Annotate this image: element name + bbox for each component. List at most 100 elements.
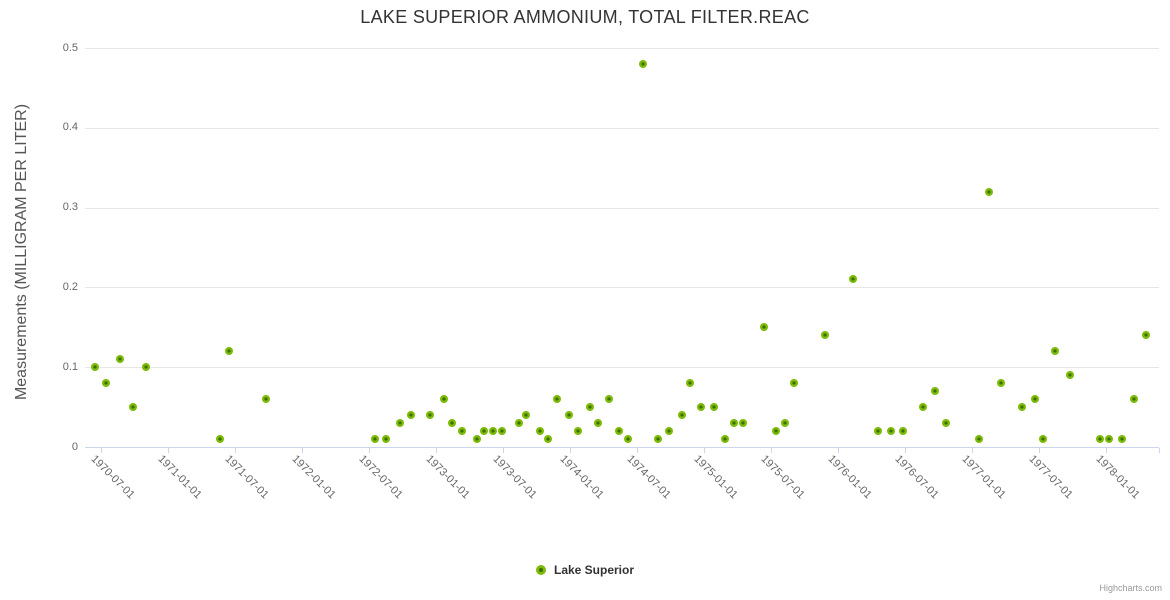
data-point[interactable] — [585, 403, 594, 412]
x-tick — [369, 448, 370, 453]
data-point[interactable] — [261, 395, 270, 404]
data-point[interactable] — [544, 435, 553, 444]
data-point[interactable] — [425, 411, 434, 420]
data-point[interactable] — [653, 435, 662, 444]
data-point[interactable] — [739, 419, 748, 428]
x-tick — [168, 448, 169, 453]
data-point[interactable] — [1031, 395, 1040, 404]
data-point[interactable] — [759, 323, 768, 332]
data-point[interactable] — [614, 427, 623, 436]
x-tick — [637, 448, 638, 453]
data-point[interactable] — [1018, 403, 1027, 412]
x-axis-label: 1978-01-01 — [1093, 453, 1142, 502]
data-point[interactable] — [678, 411, 687, 420]
x-tick — [905, 448, 906, 453]
data-point[interactable] — [535, 427, 544, 436]
data-point[interactable] — [1039, 435, 1048, 444]
data-point[interactable] — [522, 411, 531, 420]
data-point[interactable] — [772, 427, 781, 436]
data-point[interactable] — [1118, 435, 1126, 444]
data-point[interactable] — [686, 379, 695, 388]
x-axis-label: 1971-01-01 — [155, 453, 204, 502]
data-point[interactable] — [996, 379, 1005, 388]
data-point[interactable] — [142, 363, 151, 372]
data-point[interactable] — [498, 427, 507, 436]
y-axis-label: 0.3 — [62, 201, 78, 214]
x-tick — [771, 448, 772, 453]
data-point[interactable] — [899, 427, 908, 436]
data-point[interactable] — [789, 379, 798, 388]
x-axis-label: 1971-07-01 — [222, 453, 271, 502]
data-point[interactable] — [593, 419, 602, 428]
data-point[interactable] — [697, 403, 706, 412]
y-axis-title: Measurements (MILLIGRAM PER LITER) — [13, 103, 30, 401]
data-point[interactable] — [1051, 347, 1060, 356]
data-point[interactable] — [821, 331, 830, 340]
data-point[interactable] — [604, 395, 613, 404]
data-point[interactable] — [721, 435, 730, 444]
x-axis-label: 1975-07-01 — [758, 453, 807, 502]
data-point[interactable] — [931, 387, 940, 396]
data-point[interactable] — [941, 419, 950, 428]
data-point[interactable] — [216, 435, 225, 444]
data-point[interactable] — [624, 435, 633, 444]
data-point[interactable] — [129, 403, 137, 412]
data-point[interactable] — [638, 59, 647, 68]
data-point[interactable] — [709, 403, 718, 412]
data-point[interactable] — [472, 435, 481, 444]
data-point[interactable] — [552, 395, 561, 404]
x-axis-label: 1974-07-01 — [624, 453, 673, 502]
data-point[interactable] — [1096, 435, 1105, 444]
data-point[interactable] — [458, 427, 467, 436]
x-tick — [302, 448, 303, 453]
y-axis-label: 0.5 — [62, 41, 78, 54]
data-point[interactable] — [225, 347, 234, 356]
data-point[interactable] — [919, 403, 928, 412]
x-axis-label: 1977-01-01 — [959, 453, 1008, 502]
data-point[interactable] — [382, 435, 391, 444]
data-point[interactable] — [514, 419, 523, 428]
x-tick — [503, 448, 504, 453]
data-point[interactable] — [848, 275, 857, 284]
chart-title: LAKE SUPERIOR AMMONIUM, TOTAL FILTER.REA… — [360, 7, 810, 27]
y-axis-label: 0.1 — [62, 360, 78, 373]
data-point[interactable] — [975, 435, 984, 444]
y-gridline — [85, 48, 1159, 49]
data-point[interactable] — [1104, 435, 1113, 444]
data-point[interactable] — [873, 427, 882, 436]
data-point[interactable] — [1065, 371, 1074, 380]
data-point[interactable] — [406, 411, 415, 420]
data-point[interactable] — [573, 427, 582, 436]
x-tick — [704, 448, 705, 453]
x-axis-label: 1976-01-01 — [825, 453, 874, 502]
legend-item-lake-superior[interactable]: Lake Superior — [0, 563, 1170, 577]
data-point[interactable] — [395, 419, 404, 428]
x-axis-label: 1972-01-01 — [289, 453, 338, 502]
data-point[interactable] — [91, 363, 100, 372]
data-point[interactable] — [665, 427, 674, 436]
x-tick — [838, 448, 839, 453]
data-point[interactable] — [729, 419, 738, 428]
x-tick — [101, 448, 102, 453]
data-point[interactable] — [115, 355, 124, 364]
data-point[interactable] — [780, 419, 789, 428]
x-tick — [436, 448, 437, 453]
data-point[interactable] — [480, 427, 489, 436]
x-tick — [235, 448, 236, 453]
data-point[interactable] — [564, 411, 573, 420]
data-point[interactable] — [985, 187, 994, 196]
x-axis-label: 1974-01-01 — [557, 453, 606, 502]
data-point[interactable] — [447, 419, 456, 428]
data-point[interactable] — [1141, 331, 1150, 340]
data-point[interactable] — [370, 435, 379, 444]
x-axis-label: 1970-07-01 — [88, 453, 137, 502]
data-point[interactable] — [101, 379, 110, 388]
x-tick — [1039, 448, 1040, 453]
data-point[interactable] — [488, 427, 497, 436]
data-point[interactable] — [439, 395, 448, 404]
highcharts-credits-link[interactable]: Highcharts.com — [1099, 583, 1162, 593]
x-tick — [570, 448, 571, 453]
data-point[interactable] — [1129, 395, 1138, 404]
data-point[interactable] — [887, 427, 896, 436]
